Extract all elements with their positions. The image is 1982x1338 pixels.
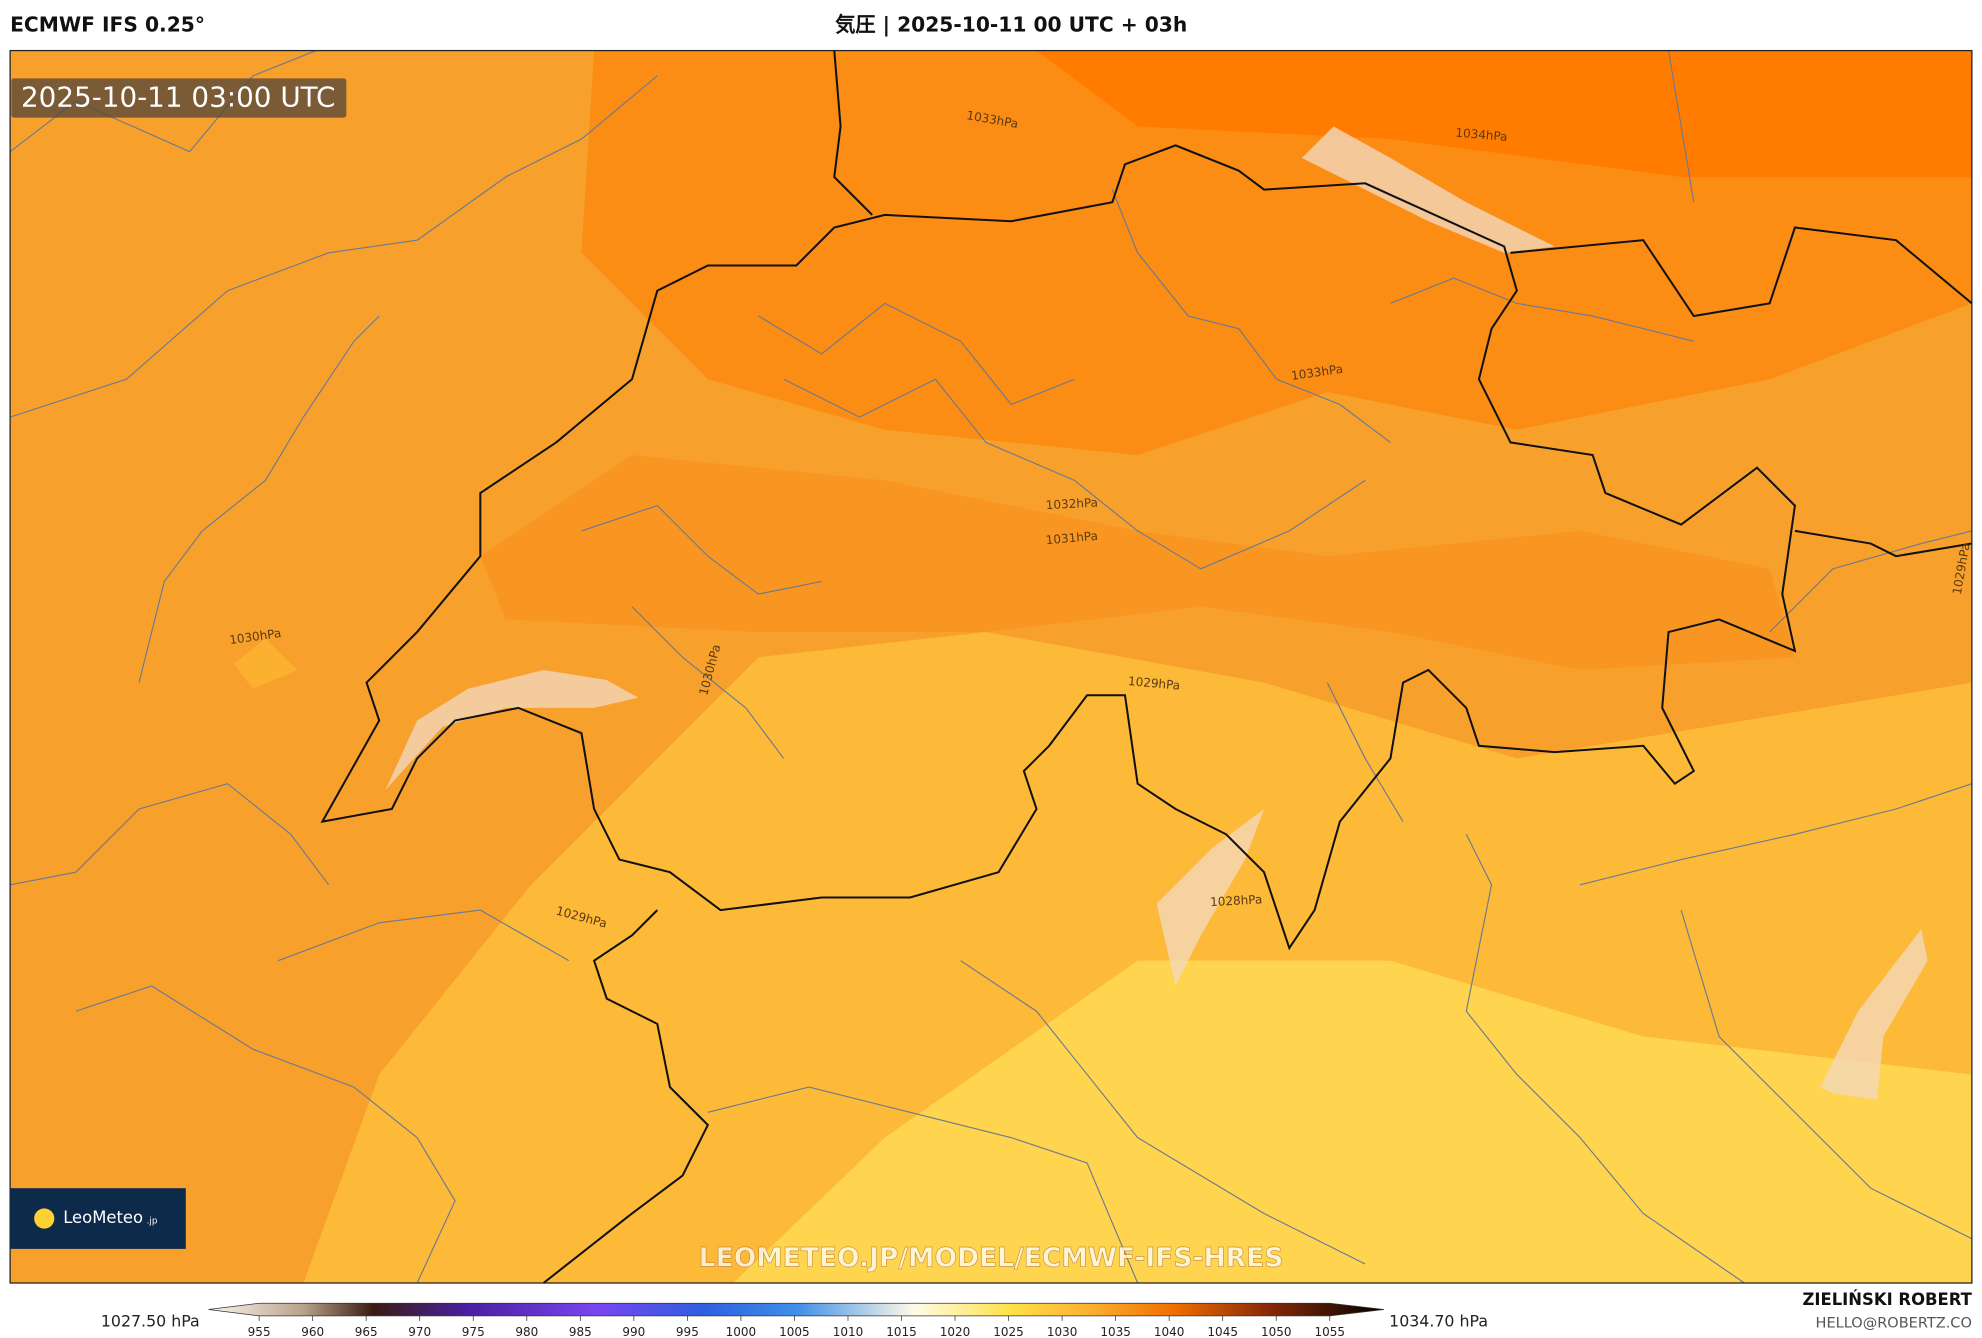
- model-name: ECMWF IFS 0.25°: [10, 13, 205, 37]
- colorbar-min: 1027.50 hPa: [101, 1312, 200, 1331]
- colorbar-tick-label: 990: [622, 1325, 645, 1338]
- pressure-band: [733, 960, 1972, 1284]
- watermark: LEOMETEO.JP/MODEL/ECMWF-IFS-HRES: [699, 1242, 1284, 1273]
- colorbar-tick-label: 1015: [886, 1325, 917, 1338]
- colorbar: 1027.50 hPa 1034.70 hPa 955 960 965 970 975 9…: [101, 1302, 1488, 1338]
- colorbar-tick-label: 975: [462, 1325, 485, 1338]
- contour-label: 1029hPa: [1127, 674, 1180, 692]
- lake: [1301, 126, 1555, 253]
- lake: [385, 669, 639, 791]
- logo-sun: [34, 1208, 55, 1229]
- colorbar-tick-label: 970: [408, 1325, 431, 1338]
- pressure-band: [1036, 50, 1972, 177]
- colorbar-tick-label: 995: [676, 1325, 699, 1338]
- map: 2025-10-11 03:00 UTC 1033hPa1034hPa1033h…: [9, 49, 1973, 1284]
- colorbar-tick-label: 1010: [833, 1325, 864, 1338]
- colorbar-tick-label: 1050: [1261, 1325, 1292, 1338]
- colorbar-tick-label: 960: [301, 1325, 324, 1338]
- colorbar-tick-label: 1000: [726, 1325, 757, 1338]
- logo-suffix: .jp: [147, 1217, 158, 1227]
- colorbar-tick-label: 1030: [1047, 1325, 1078, 1338]
- contour-label: 1028hPa: [1210, 892, 1263, 909]
- title: 気圧 | 2025-10-11 00 UTC + 03h: [835, 13, 1187, 37]
- country-border: [320, 50, 1973, 1284]
- contour-label: 1032hPa: [1045, 496, 1098, 513]
- contour-label: 1031hPa: [1045, 529, 1098, 547]
- credit-email: HELLO@ROBERTZ.CO: [1816, 1315, 1972, 1331]
- timestamp: 2025-10-11 03:00 UTC: [21, 81, 335, 114]
- colorbar-tick-label: 1020: [940, 1325, 971, 1338]
- colorbar-tick-label: 1045: [1207, 1325, 1238, 1338]
- colorbar-tick-label: 965: [355, 1325, 378, 1338]
- colorbar-tick-label: 1040: [1154, 1325, 1185, 1338]
- lake: [1820, 929, 1928, 1100]
- timestamp-box: [11, 78, 347, 118]
- colorbar-tick-label: 1055: [1314, 1325, 1345, 1338]
- colorbar-max: 1034.70 hPa: [1389, 1312, 1488, 1331]
- pressure-band: [233, 638, 298, 689]
- lake: [1156, 808, 1265, 986]
- pressure-band: [480, 455, 1795, 670]
- contour-label: 1034hPa: [1455, 126, 1508, 144]
- credit-author: ZIELIŃSKI ROBERT: [1802, 1290, 1972, 1309]
- logo-name: LeoMeteo: [63, 1208, 143, 1227]
- colorbar-tick-label: 985: [569, 1325, 592, 1338]
- colorbar-tick-label: 1035: [1100, 1325, 1131, 1338]
- colorbar-tick-label: 980: [515, 1325, 538, 1338]
- map-frame: [9, 49, 1973, 1284]
- colorbar-tick-label: 1005: [779, 1325, 810, 1338]
- colorbar-tick-label: 955: [248, 1325, 271, 1338]
- colorbar-tick-label: 1025: [993, 1325, 1024, 1338]
- colorbar-bar: [208, 1302, 1385, 1317]
